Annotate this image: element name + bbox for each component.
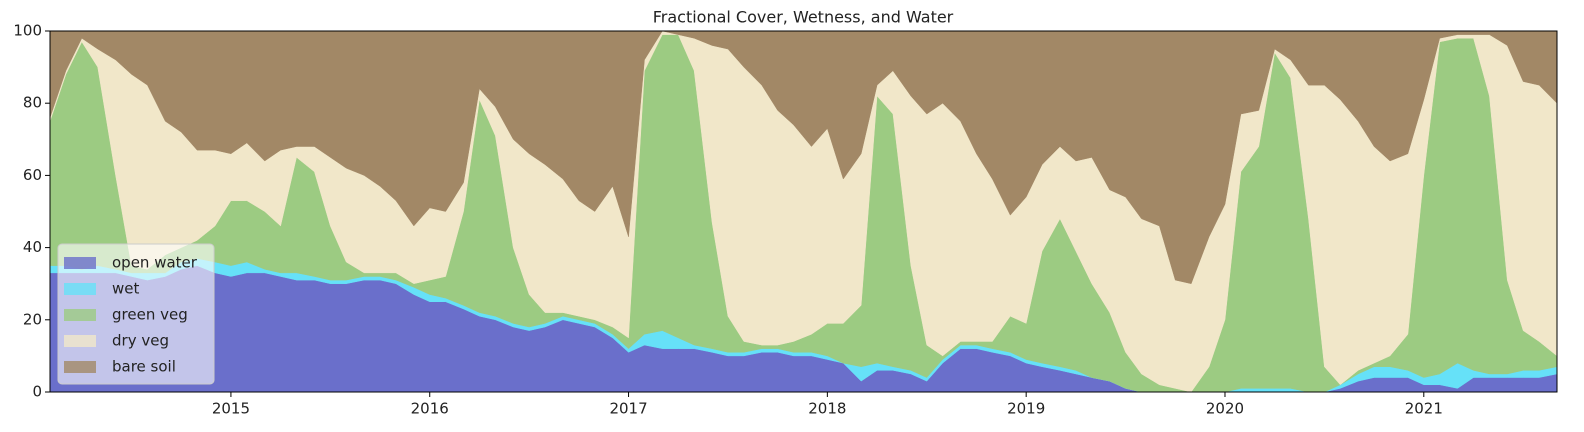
y-tick-label: 0 [32,383,42,401]
legend-swatch [64,361,96,373]
x-tick-label: 2020 [1206,400,1244,418]
y-tick-label: 60 [23,166,42,184]
x-tick-label: 2019 [1007,400,1045,418]
x-tick-label: 2021 [1405,400,1443,418]
legend: open water wet green veg dry veg bare soil [57,243,215,385]
legend-swatch [64,283,96,295]
legend-label: green veg [112,306,188,324]
legend-label: wet [112,280,139,298]
plot-frame [49,30,1558,393]
x-tick-label: 2018 [808,400,846,418]
y-tick-label: 100 [13,22,42,40]
y-tick-label: 20 [23,310,42,328]
chart-title: Fractional Cover, Wetness, and Water [653,8,954,27]
x-tick-label: 2015 [212,400,250,418]
legend-swatch [64,257,96,269]
y-tick-label: 80 [23,94,42,112]
legend-swatch [64,335,96,347]
x-tick-label: 2017 [609,400,647,418]
legend-box [57,243,215,385]
y-tick-label: 40 [23,238,42,256]
legend-label: open water [112,254,198,272]
x-tick-label: 2016 [411,400,449,418]
legend-label: bare soil [112,358,176,376]
legend-label: dry veg [112,332,169,350]
legend-swatch [64,309,96,321]
